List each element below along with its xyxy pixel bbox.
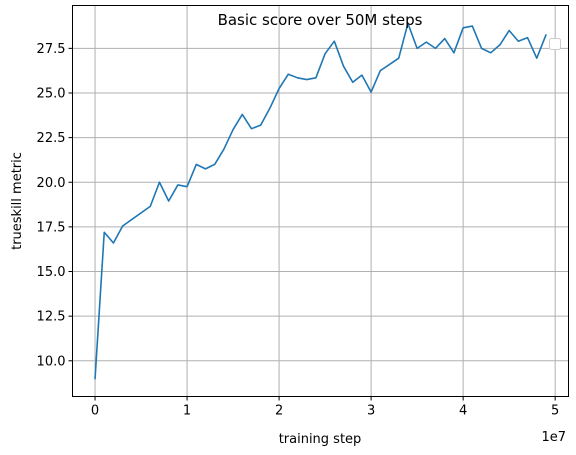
x-offset-text: 1e7	[541, 430, 566, 445]
x-axis-label: training step	[279, 432, 362, 447]
y-tick-label: 25.0	[37, 86, 66, 101]
x-tick-label: 4	[459, 404, 467, 419]
y-tick-label: 22.5	[37, 131, 66, 146]
x-tick-label: 5	[551, 404, 559, 419]
x-tick-label: 2	[275, 404, 283, 419]
y-axis-label: trueskill metric	[10, 152, 25, 250]
y-tick-label: 10.0	[37, 354, 66, 369]
tick-marks	[68, 47, 556, 401]
y-tick-label: 27.5	[37, 42, 66, 57]
series-group	[94, 22, 547, 380]
x-tick-labels: 0 1 2 3 4 5	[91, 404, 559, 419]
plot-frame	[72, 5, 569, 397]
series-line	[94, 22, 547, 380]
x-tick-label: 1	[183, 404, 191, 419]
x-tick-label: 0	[91, 404, 99, 419]
y-tick-labels: 10.0 12.5 15.0 17.5 20.0 22.5 25.0 27.5	[37, 42, 66, 369]
legend-box	[549, 38, 561, 50]
y-tick-label: 20.0	[37, 176, 66, 191]
chart-title: Basic score over 50M steps	[218, 11, 423, 29]
y-tick-label: 12.5	[37, 310, 66, 325]
y-tick-label: 15.0	[37, 265, 66, 280]
y-tick-label: 17.5	[37, 220, 66, 235]
grid	[72, 5, 569, 397]
x-tick-label: 3	[367, 404, 375, 419]
